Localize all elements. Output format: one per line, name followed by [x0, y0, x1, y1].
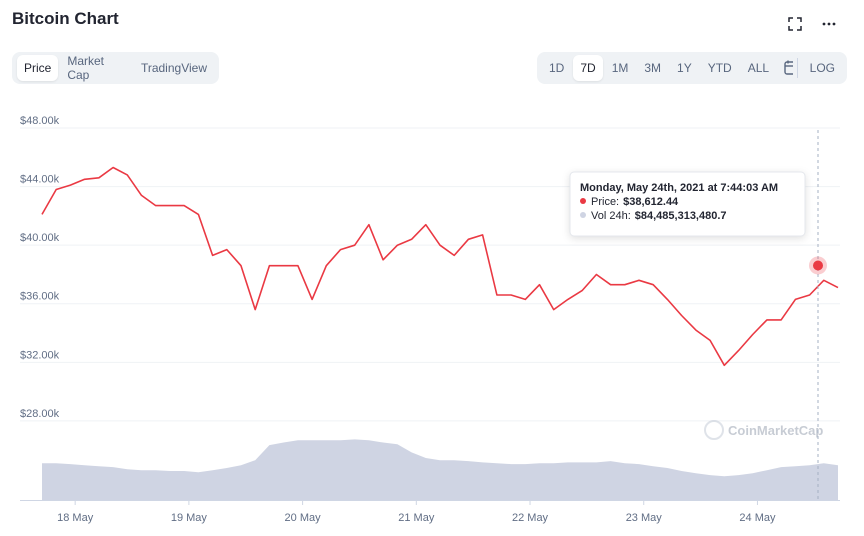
range-button[interactable]: YTD [707, 61, 732, 75]
more-icon[interactable] [821, 16, 837, 32]
range-button[interactable]: ALL [747, 61, 770, 75]
range-button[interactable]: 3M [644, 61, 662, 75]
x-tick-label: 24 May [739, 512, 776, 524]
x-tick-label: 18 May [57, 512, 94, 524]
x-tick-label: 21 May [398, 512, 435, 524]
tab-button[interactable]: Market Cap [67, 54, 105, 82]
y-tick-label: $36.00k [20, 291, 60, 303]
y-tick-label: $28.00k [20, 408, 60, 420]
tooltip-value: $38,612.44 [623, 196, 679, 208]
watermark: CoinMarketCap [704, 420, 823, 440]
x-tick-label: 20 May [285, 512, 322, 524]
price-line [41, 166, 839, 367]
y-tick-label: $32.00k [20, 349, 60, 361]
tooltip-title: Monday, May 24th, 2021 at 7:44:03 AM [580, 182, 778, 194]
divider [797, 58, 798, 78]
tooltip-dot [580, 198, 586, 204]
y-tick-label: $44.00k [20, 174, 60, 186]
x-tick-label: 23 May [626, 512, 663, 524]
tab-button[interactable]: TradingView [140, 61, 207, 75]
volume-area [42, 439, 838, 500]
range-button[interactable]: 1Y [677, 61, 692, 75]
chart-title: Bitcoin Chart [12, 9, 119, 28]
watermark-logo [704, 420, 724, 440]
x-tick-label: 19 May [171, 512, 208, 524]
tooltip-label: Vol 24h: [591, 210, 631, 222]
x-tick-label: 22 May [512, 512, 549, 524]
watermark-text: CoinMarketCap [728, 423, 823, 438]
tooltip-label: Price: [591, 196, 619, 208]
range-button[interactable]: 7D [573, 55, 603, 81]
calendar-button[interactable] [777, 60, 794, 76]
tooltip: Monday, May 24th, 2021 at 7:44:03 AM Pric… [569, 171, 806, 237]
y-tick-label: $48.00k [20, 115, 60, 127]
tooltip-value: $84,485,313,480.7 [635, 210, 727, 222]
fullscreen-icon[interactable] [787, 16, 803, 32]
range-button[interactable]: 1D [549, 61, 565, 75]
tab-group: Price Market Cap TradingView [12, 52, 219, 84]
range-button[interactable]: 1M [611, 61, 629, 75]
hover-point [813, 260, 823, 271]
log-button[interactable]: LOG [809, 61, 835, 75]
tab-button[interactable]: Price [17, 55, 59, 81]
range-group: 1D 7D 1M 3M 1Y YTD ALL LOG [537, 52, 847, 84]
y-tick-label: $40.00k [20, 232, 60, 244]
tooltip-box [569, 171, 806, 237]
tooltip-dot [580, 212, 586, 218]
